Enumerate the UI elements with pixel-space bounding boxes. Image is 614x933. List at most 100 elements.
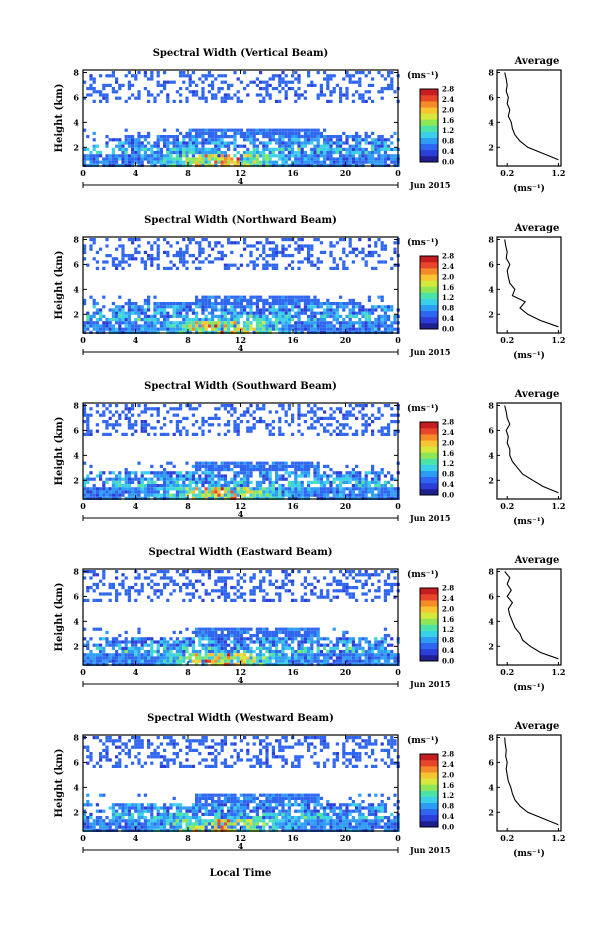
heatmap-cell [160, 321, 163, 324]
heatmap-cell [304, 653, 307, 656]
heatmap-cell [150, 487, 153, 490]
heatmap-cell [195, 138, 198, 141]
heatmap-cell [227, 318, 230, 321]
heatmap-cell [182, 484, 185, 487]
heatmap-cell [272, 312, 275, 315]
heatmap-cell [253, 312, 256, 315]
heatmap-cell [320, 407, 323, 410]
heatmap-cell [105, 592, 108, 595]
heatmap-cell [157, 145, 160, 148]
heatmap-cell [361, 637, 364, 640]
heatmap-cell [265, 650, 268, 653]
heatmap-cell [317, 157, 320, 160]
heatmap-cell [358, 404, 361, 407]
heatmap-cell [102, 637, 105, 640]
heatmap-cell [265, 84, 268, 87]
heatmap-cell [189, 644, 192, 647]
heatmap-cell [326, 583, 329, 586]
heatmap-cell [128, 84, 131, 87]
heatmap-cell [336, 157, 339, 160]
heatmap-cell [93, 87, 96, 90]
heatmap-cell [96, 653, 99, 656]
x-tick-label: 0 [80, 335, 86, 345]
heatmap-cell [342, 248, 345, 251]
heatmap-cell [185, 592, 188, 595]
heatmap-cell [102, 433, 105, 436]
heatmap-cell [349, 640, 352, 643]
heatmap-cell [86, 589, 89, 592]
heatmap-cell [221, 468, 224, 471]
heatmap-cell [307, 631, 310, 634]
heatmap-cell [246, 660, 249, 663]
heatmap-cell [96, 490, 99, 493]
heatmap-cell [355, 644, 358, 647]
heatmap-cell [371, 157, 374, 160]
heatmap-cell [342, 324, 345, 327]
heatmap-cell [118, 653, 121, 656]
heatmap-cell [125, 474, 128, 477]
heatmap-cell [333, 308, 336, 311]
heatmap-cell [301, 637, 304, 640]
heatmap-cell [272, 154, 275, 157]
heatmap-cell [115, 154, 118, 157]
heatmap-cell [192, 71, 195, 74]
heatmap-cell [285, 305, 288, 308]
heatmap-cell [189, 404, 192, 407]
heatmap-cell [301, 487, 304, 490]
heatmap-cell [128, 321, 131, 324]
heatmap-cell [221, 305, 224, 308]
heatmap-cell [345, 592, 348, 595]
heatmap-cell [211, 74, 214, 77]
heatmap-cell [288, 328, 291, 331]
heatmap-cell [227, 494, 230, 497]
heatmap-cell [134, 640, 137, 643]
heatmap-cell [121, 650, 124, 653]
heatmap-cell [128, 656, 131, 659]
heatmap-cell [233, 93, 236, 96]
heatmap-cell [265, 145, 268, 148]
colorbar-swatch [420, 274, 438, 280]
heatmap-cell [265, 637, 268, 640]
heatmap-cell [166, 583, 169, 586]
heatmap-cell [131, 637, 134, 640]
heatmap-cell [153, 321, 156, 324]
heatmap-cell [310, 631, 313, 634]
colorbar-tick-label: 2.0 [442, 105, 454, 114]
heatmap-cell [301, 647, 304, 650]
heatmap-cell [201, 132, 204, 135]
heatmap-cell [281, 640, 284, 643]
heatmap-cell [358, 157, 361, 160]
heatmap-cell [349, 81, 352, 84]
heatmap-cell [221, 74, 224, 77]
heatmap-cell [307, 260, 310, 263]
heatmap-cell [317, 305, 320, 308]
heatmap-cell [342, 650, 345, 653]
heatmap-cell [352, 484, 355, 487]
heatmap-cell [297, 81, 300, 84]
heatmap-cell [329, 151, 332, 154]
heatmap-cell [185, 650, 188, 653]
heatmap-cell [230, 141, 233, 144]
heatmap-cell [246, 430, 249, 433]
heatmap-cell [371, 328, 374, 331]
heatmap-cell [246, 148, 249, 151]
heatmap-cell [265, 321, 268, 324]
heatmap-cell [214, 637, 217, 640]
heatmap-cell [355, 404, 358, 407]
heatmap-cell [137, 305, 140, 308]
heatmap-cell [208, 254, 211, 257]
heatmap-cell [121, 410, 124, 413]
heatmap-cell [166, 471, 169, 474]
heatmap-cell [358, 640, 361, 643]
heatmap-cell [377, 90, 380, 93]
heatmap-cell [365, 264, 368, 267]
heatmap-cell [297, 74, 300, 77]
colorbar-unit: (ms⁻¹) [407, 237, 439, 248]
heatmap-cell [358, 84, 361, 87]
heatmap-cell [281, 487, 284, 490]
heatmap-cell [249, 414, 252, 417]
heatmap-cell [288, 308, 291, 311]
heatmap-cell [131, 148, 134, 151]
heatmap-cell [89, 586, 92, 589]
heatmap-cell [105, 433, 108, 436]
